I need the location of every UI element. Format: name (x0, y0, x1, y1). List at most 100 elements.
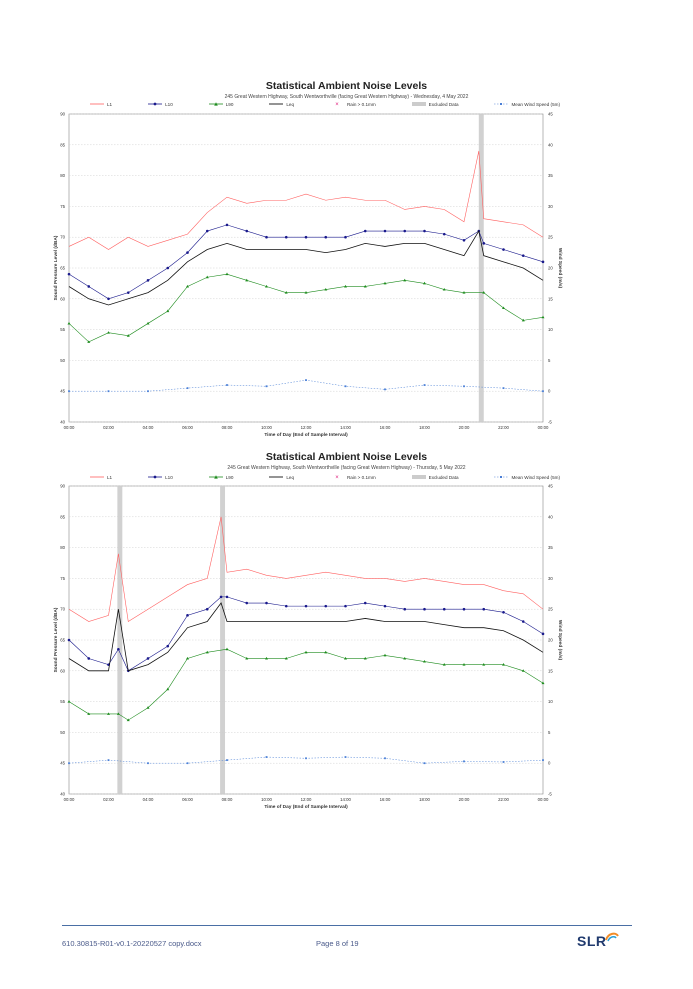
series-l90-point (482, 291, 486, 294)
x-tick-label: 08:00 (222, 425, 233, 430)
x-tick-label: 14:00 (340, 425, 351, 430)
wind-speed-point (265, 385, 268, 388)
series-l10-point (324, 235, 328, 239)
y-tick-label: 90 (60, 484, 65, 489)
series-l10-point (146, 279, 150, 282)
series-l10-line (68, 596, 544, 672)
series-leq-line (68, 229, 544, 306)
series-l90-point (502, 306, 505, 310)
legend-excluded-label: Excluded Data (428, 101, 459, 107)
legend-l90-label: L90 (225, 101, 234, 107)
y2-tick-label: 45 (548, 484, 553, 489)
series-l90-point (87, 340, 91, 343)
chart-1: Statistical Ambient Noise Levels 245 Gre… (0, 0, 693, 445)
x-tick-label: 16:00 (380, 797, 391, 802)
legend-l10-label: L10 (165, 474, 173, 480)
series-l90-point (363, 284, 367, 288)
legend-rain-swatch: × (335, 102, 339, 107)
series-l10-point (383, 229, 387, 233)
y2-tick-label: 20 (548, 266, 553, 271)
wind-speed-point (265, 756, 268, 758)
series-l90-point (126, 718, 130, 722)
wind-speed-point (542, 390, 544, 393)
y2-tick-label: 25 (548, 235, 553, 240)
legend-wind-swatch (494, 476, 509, 478)
legend-l1-swatch (90, 103, 104, 105)
series-l90-point (423, 659, 426, 663)
y2-tick-label: 40 (548, 142, 553, 147)
series-l10-point (403, 607, 407, 611)
legend-excluded-label: Excluded Data (428, 474, 459, 480)
series-l10-point (186, 614, 189, 617)
series-l10-point (383, 604, 387, 608)
series-l10-point (344, 235, 347, 239)
series-l90-point (186, 656, 189, 660)
y-tick-label: 60 (60, 296, 65, 301)
series-l10-point (87, 657, 91, 660)
series-l90-point (304, 291, 308, 294)
y2-tick-label: 5 (548, 358, 551, 363)
x-tick-label: 20:00 (459, 797, 470, 802)
x-tick-label: 04:00 (143, 797, 154, 802)
series-l90-point (363, 656, 367, 660)
y2-tick-label: 0 (548, 761, 551, 766)
wind-speed-point (384, 757, 386, 760)
legend-rain-label: Rain > 0.1mm (346, 474, 376, 480)
legend-l1-label: L1 (107, 474, 113, 480)
y2-tick-label: 40 (548, 514, 553, 519)
legend-leq-swatch (269, 476, 284, 478)
x-tick-label: 20:00 (459, 425, 470, 430)
series-l10-point (541, 260, 545, 264)
wind-speed-point (226, 759, 228, 762)
footer-document-name: 610.30815-R01-v0.1-20220527 copy.docx (62, 939, 202, 948)
series-l90-point (383, 653, 387, 657)
y2-axis-label: Wind Speed (m/s) (557, 620, 563, 661)
series-l90-point (87, 712, 91, 715)
x-tick-label: 10:00 (261, 797, 272, 802)
series-l10-point (219, 595, 223, 599)
series-l90-point (284, 656, 288, 660)
x-axis-label: Time of Day (End of Sample Interval) (264, 804, 348, 810)
y-tick-label: 70 (60, 235, 65, 240)
excluded-data-band (478, 114, 484, 422)
series-l10-point (146, 657, 150, 660)
series-l90-point (265, 284, 268, 288)
wind-speed-point (344, 756, 347, 758)
series-l10-point (225, 223, 229, 227)
legend-l10-swatch (148, 475, 163, 479)
series-l10-point (462, 607, 466, 611)
legend-l1: L1 (90, 474, 112, 480)
series-l90-point (442, 287, 446, 291)
series-l10-point (521, 254, 525, 257)
y-tick-label: 85 (60, 514, 65, 519)
series-l90-point (146, 706, 150, 709)
series-l90-point (284, 291, 288, 294)
y-tick-label: 50 (60, 358, 65, 363)
x-tick-label: 04:00 (143, 425, 154, 430)
series-l90-point (245, 278, 249, 282)
series-l10-point (87, 285, 91, 288)
x-tick-label: 18:00 (419, 797, 430, 802)
legend-excluded: Excluded Data (411, 101, 459, 107)
legend-rain-label: Rain > 0.1mm (346, 101, 376, 107)
chart-2-legend: L1 L10 L90 Leq × Rain > 0.1mm Excluded Da… (90, 473, 560, 481)
series-l90-point (245, 656, 249, 660)
y2-tick-label: 15 (548, 668, 553, 673)
y-tick-label: 80 (60, 545, 65, 550)
series-l10-point (502, 610, 505, 614)
legend-l10: L10 (148, 101, 173, 107)
series-l90-point (541, 681, 545, 685)
series-l10-point (482, 607, 486, 611)
chart-1-plot: 40 45 50 55 60 65 70 75 80 85 90 -5 0 5 10 15 20 25 30 35 40… (53, 112, 563, 439)
wind-speed-point (147, 762, 149, 765)
series-l10-point (423, 229, 426, 233)
series-l10-line (68, 224, 544, 300)
series-l10-point (265, 601, 268, 605)
series-l90-point (502, 663, 505, 666)
chart-2-subtitle: 245 Great Western Highway, South Wentwor… (227, 465, 466, 471)
series-l10-point (205, 229, 209, 233)
x-axis-label: Time of Day (End of Sample Interval) (264, 432, 348, 438)
chart-1-subtitle: 245 Great Western Highway, South Wentwor… (224, 94, 469, 100)
legend-l90-swatch (208, 475, 223, 479)
wind-speed-point (423, 384, 426, 386)
